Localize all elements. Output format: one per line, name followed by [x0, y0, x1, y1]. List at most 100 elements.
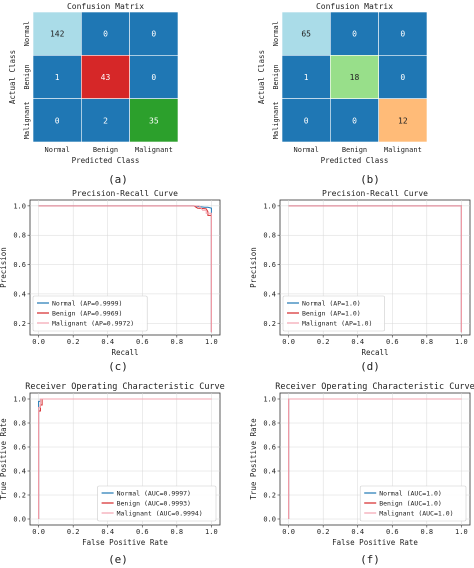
y-tick-label: 0.0: [263, 516, 276, 524]
heatmap-cell: [81, 98, 130, 143]
y-axis-label: Precision: [249, 247, 258, 288]
x-tick-label: 0.8: [420, 528, 433, 536]
chart-title: Precision-Recall Curve: [72, 189, 178, 198]
cell-value: 0: [103, 30, 108, 39]
y-tick-label: Benign: [272, 64, 280, 89]
panel-label: (c): [108, 360, 128, 373]
cell-value: 1: [304, 73, 309, 82]
y-tick-label: 0.4: [263, 290, 276, 298]
legend-entry: Malignant (AP=1.0): [302, 320, 372, 328]
y-tick-label: 1.0: [13, 202, 26, 210]
x-tick-label: 0.0: [32, 338, 45, 346]
y-tick-label: 0.2: [263, 492, 276, 500]
x-tick-label: 0.2: [317, 338, 330, 346]
chart-title: Receiver Operating Characteristic Curve: [275, 382, 474, 392]
y-tick-label: Benign: [23, 64, 31, 89]
y-tick-label: 0.8: [13, 420, 26, 428]
cell-value: 0: [55, 116, 60, 125]
x-axis-label: False Positive Rate: [332, 538, 418, 547]
legend-box: [359, 485, 467, 522]
heatmap-cell: [32, 11, 82, 56]
line-chart-4: Receiver Operating Characteristic Curve 0…: [0, 382, 225, 547]
cell-value: 18: [350, 73, 360, 82]
x-tick-label: 0.4: [101, 338, 114, 346]
x-tick-label: 1.0: [205, 528, 218, 536]
legend-box: [282, 295, 385, 332]
y-tick-label: 0.0: [13, 516, 26, 524]
confusion-matrix-0: Confusion Matrix 142 0 0 1 43 0 0 2 35 Normal Benig…: [8, 2, 179, 165]
x-axis-label: Recall: [111, 348, 138, 357]
chart-title: Receiver Operating Characteristic Curve: [25, 382, 225, 392]
x-tick-label: 0.6: [386, 528, 399, 536]
cell-value: 0: [400, 30, 405, 39]
y-tick-label: Normal: [23, 21, 31, 46]
series-line-2: [38, 205, 212, 333]
x-tick-label: 0.8: [170, 338, 183, 346]
cell-value: 1: [55, 73, 60, 82]
cell-value: 0: [151, 73, 156, 82]
heatmap-cell: [81, 11, 130, 56]
cell-value: 0: [304, 116, 309, 125]
heatmap-cell: [378, 55, 428, 99]
y-tick-label: 0.6: [13, 444, 26, 452]
y-tick-label: 0.6: [13, 261, 26, 269]
heatmap-cell: [32, 98, 82, 143]
chart-title: Confusion Matrix: [67, 2, 144, 11]
legend-entry: Malignant (AUC=0.9994): [117, 510, 203, 518]
series-line-2: [288, 398, 462, 519]
y-axis-label: Actual Class: [257, 50, 266, 104]
y-tick-label: 0.4: [13, 290, 26, 298]
line-chart-2: Precision-Recall Curve 0.0 0.2 0.4 0.6 0.8 1.0…: [0, 189, 221, 357]
heatmap-cell: [330, 98, 379, 143]
legend-entry: Normal (AP=1.0): [302, 300, 361, 308]
y-axis-label: Precision: [0, 247, 8, 288]
y-tick-label: 1.0: [263, 202, 276, 210]
confusion-matrix-1: Confusion Matrix 65 0 0 1 18 0 0 0 12 Normal Benign…: [257, 2, 428, 165]
heatmap-cell: [32, 55, 82, 99]
y-tick-label: 0.8: [263, 232, 276, 240]
x-tick-label: 0.4: [101, 528, 114, 536]
legend-entry: Normal (AUC=1.0): [379, 490, 442, 498]
x-axis-label: Recall: [361, 348, 388, 357]
x-tick-label: 0.6: [136, 338, 149, 346]
x-tick-label: 0.8: [170, 528, 183, 536]
x-tick-label: Benign: [342, 146, 367, 154]
x-axis-label: False Positive Rate: [82, 538, 168, 547]
x-tick-label: Normal: [45, 146, 70, 154]
y-axis-label: True Positive Rate: [249, 418, 258, 500]
y-tick-label: 0.2: [13, 492, 26, 500]
x-tick-label: 0.8: [420, 338, 433, 346]
panel-label: (f): [360, 553, 380, 566]
x-tick-label: 0.2: [67, 338, 80, 346]
legend-entry: Malignant (AUC=1.0): [379, 510, 453, 518]
legend: Normal (AP=1.0) Benign (AP=1.0) Malignant …: [282, 295, 385, 332]
x-tick-label: Normal: [294, 146, 319, 154]
x-tick-label: 0.0: [32, 528, 45, 536]
y-tick-label: Malignant: [23, 101, 31, 139]
panel-label: (b): [360, 173, 380, 186]
x-tick-label: 0.6: [136, 528, 149, 536]
legend-entry: Malignant (AP=0.9972): [52, 320, 134, 328]
y-tick-label: Normal: [272, 21, 280, 46]
y-axis-label: True Positive Rate: [0, 418, 8, 500]
x-tick-label: 0.0: [282, 528, 295, 536]
x-tick-label: Benign: [93, 146, 118, 154]
cell-value: 65: [301, 30, 311, 39]
heatmap-cell: [129, 98, 179, 143]
cell-value: 0: [151, 30, 156, 39]
legend-entry: Benign (AP=0.9969): [52, 310, 122, 318]
y-tick-label: 0.2: [13, 320, 26, 328]
y-tick-label: 0.8: [13, 232, 26, 240]
x-tick-label: Malignant: [384, 146, 422, 154]
heatmap-cell: [330, 55, 379, 99]
legend: Normal (AP=0.9999) Benign (AP=0.9969) Mali…: [32, 295, 148, 332]
y-tick-label: 0.4: [263, 468, 276, 476]
legend-entry: Benign (AUC=1.0): [379, 500, 442, 508]
chart-title: Confusion Matrix: [316, 2, 393, 11]
x-tick-label: 0.4: [351, 528, 364, 536]
y-axis-label: Actual Class: [8, 50, 17, 104]
cell-value: 142: [50, 30, 65, 39]
cell-value: 12: [398, 116, 408, 125]
y-tick-label: 0.6: [263, 261, 276, 269]
x-tick-label: 0.0: [282, 338, 295, 346]
